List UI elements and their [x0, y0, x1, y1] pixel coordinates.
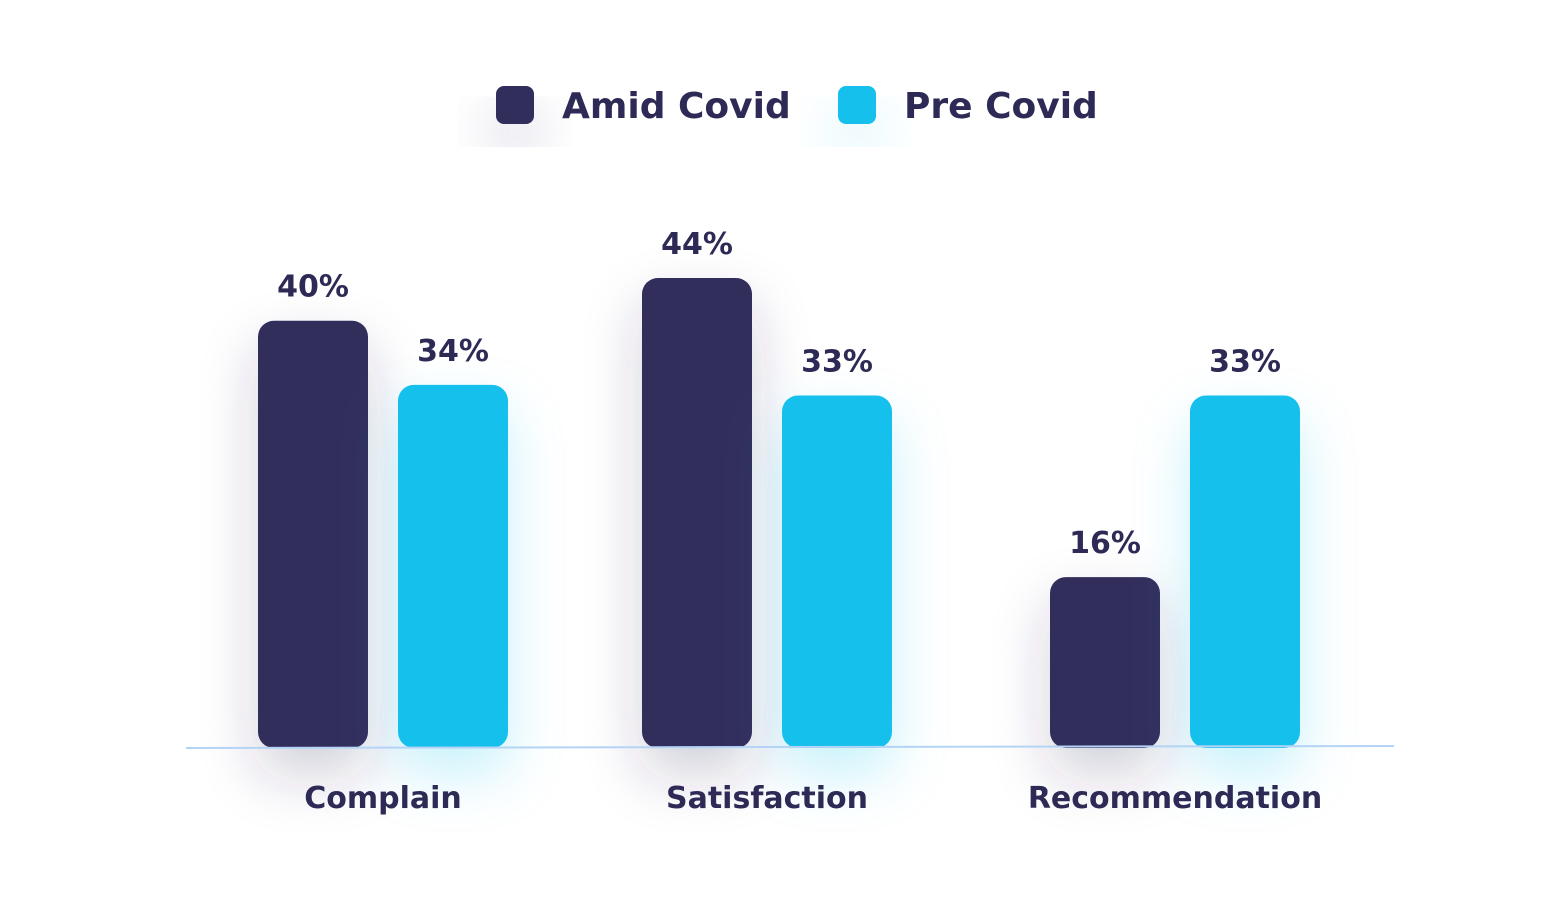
value-label-amid-covid-satisfaction: 44% [661, 227, 733, 262]
bar-pre-covid-complain [398, 384, 508, 748]
category-label-recommendation: Recommendation [1028, 781, 1322, 816]
category-labels-group: Complain Satisfaction Recommendation [304, 781, 1322, 816]
legend-label-pre-covid: Pre Covid [904, 86, 1098, 127]
bars-group [258, 278, 1300, 748]
category-label-satisfaction: Satisfaction [666, 781, 868, 816]
value-label-pre-covid-satisfaction: 33% [801, 345, 873, 380]
value-label-pre-covid-recommendation: 33% [1209, 345, 1281, 380]
legend: Amid Covid Pre Covid [496, 86, 1098, 127]
bar-pre-covid-recommendation [1190, 395, 1300, 748]
value-label-pre-covid-complain: 34% [417, 334, 489, 369]
value-label-amid-covid-recommendation: 16% [1069, 526, 1141, 561]
category-label-complain: Complain [304, 781, 462, 816]
legend-label-amid-covid: Amid Covid [562, 86, 791, 127]
legend-swatch-amid-covid [496, 86, 534, 124]
bar-pre-covid-satisfaction [782, 395, 892, 748]
bar-amid-covid-complain [258, 320, 368, 748]
legend-swatch-pre-covid [838, 86, 876, 124]
x-axis-baseline [185, 745, 1395, 749]
bar-amid-covid-recommendation [1050, 577, 1160, 748]
value-labels-group: 40% 34% 44% 33% 16% 33% [277, 227, 1281, 561]
value-label-amid-covid-complain: 40% [277, 270, 349, 305]
bar-amid-covid-satisfaction [642, 278, 752, 748]
